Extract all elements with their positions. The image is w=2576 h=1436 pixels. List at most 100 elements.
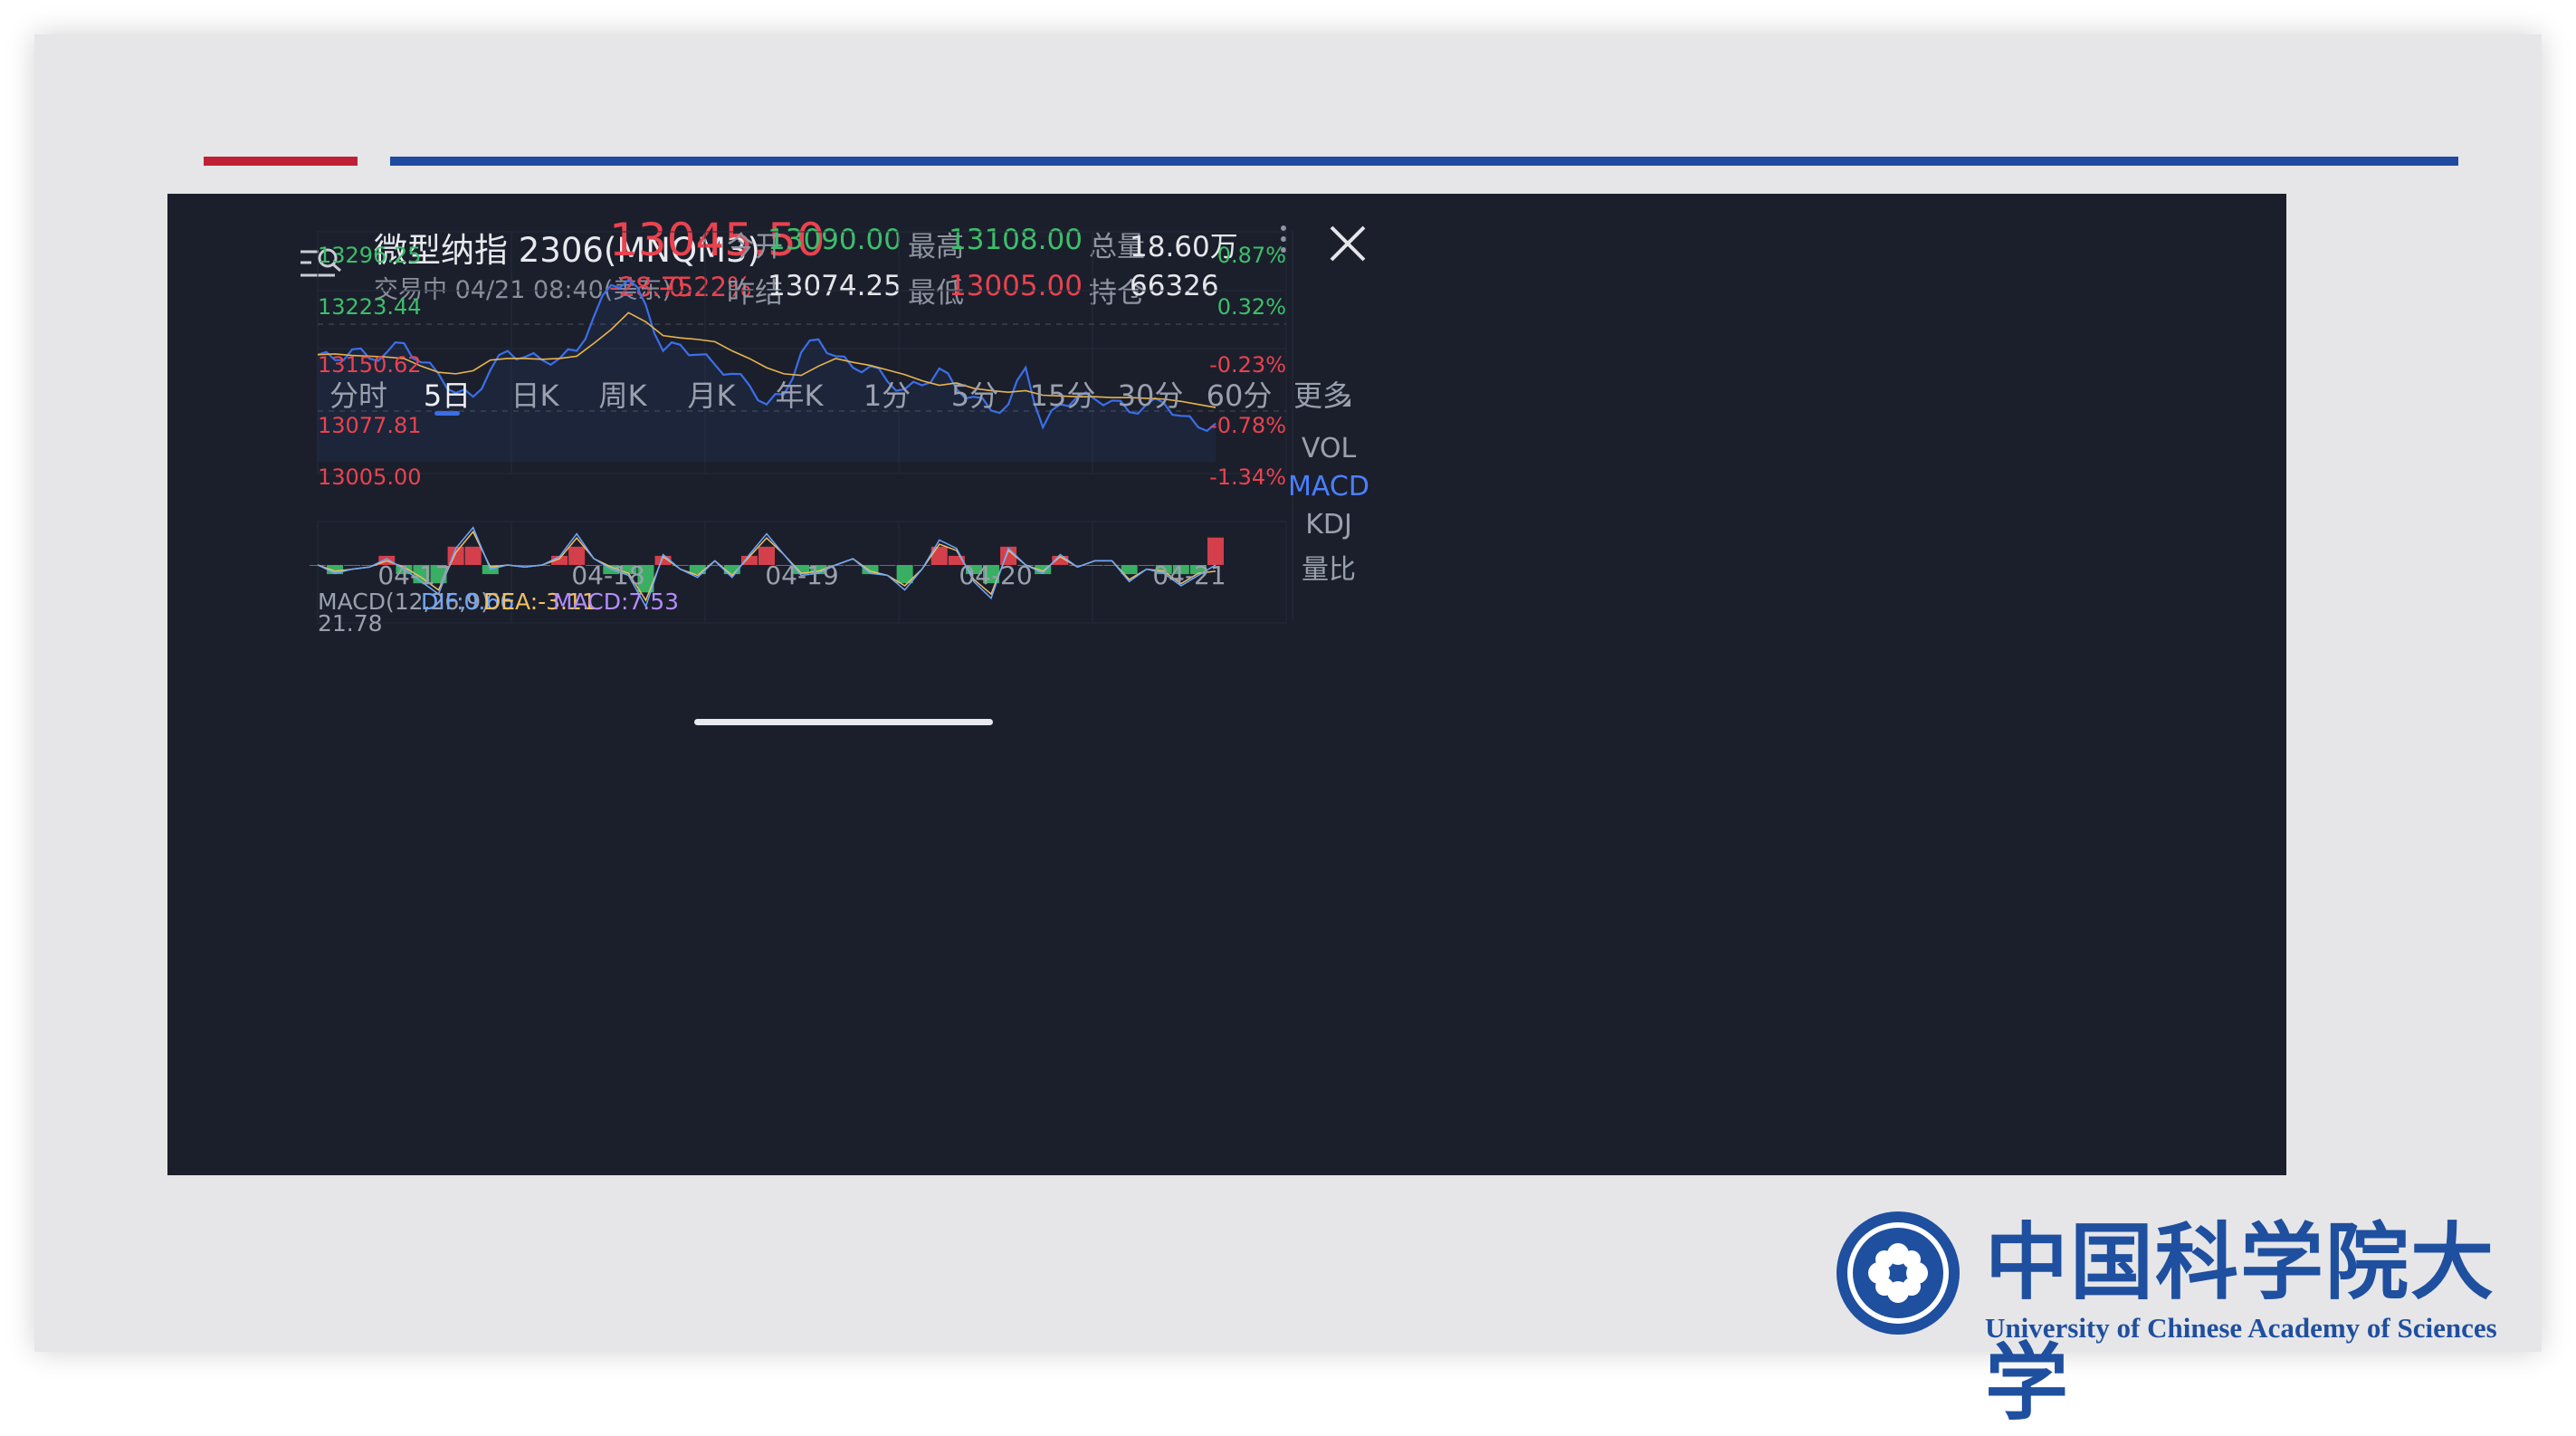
open-label: 今开 (727, 231, 783, 263)
high-value: 13108.00 (949, 224, 1083, 256)
y-axis-left-label: 13150.62 (318, 352, 422, 378)
macd-histogram-bar (568, 546, 586, 565)
y-axis-right-label: -0.23% (1209, 352, 1286, 378)
ucas-emblem (1834, 1209, 1962, 1341)
price-area (318, 279, 1216, 462)
tab-11[interactable]: 60分 (1206, 378, 1273, 413)
high-label: 最高 (908, 231, 964, 263)
macd-histogram-bar (1155, 565, 1172, 575)
macd-histogram-bar (430, 565, 447, 584)
chart-frame (317, 231, 1287, 474)
macd-histogram-bar (464, 546, 482, 565)
macd-histogram-bar (344, 565, 361, 566)
accent-bar-red (204, 157, 358, 166)
home-indicator[interactable] (694, 719, 993, 725)
indicator-1[interactable]: VOL (1301, 433, 1357, 464)
y-axis-right-label: -1.34% (1209, 464, 1286, 490)
prev-settle-value: 13074.25 (768, 270, 902, 302)
dif-line (317, 526, 1216, 608)
tab-4[interactable]: 周K (598, 378, 647, 413)
quote-panel: 微型纳指 2306(MNQM3) 交易中 04/21 08:40(美东) 130… (167, 194, 2286, 1175)
macd-histogram-bar (1069, 565, 1086, 566)
macd-histogram-bar (1172, 565, 1189, 575)
tab-9[interactable]: 15分 (1029, 378, 1096, 413)
macd-histogram-bar (1189, 565, 1207, 575)
low-label: 最低 (908, 277, 964, 310)
macd-histogram-bar (1103, 565, 1121, 566)
tab-8[interactable]: 5分 (950, 378, 999, 413)
macd-histogram-bar (672, 565, 689, 566)
tab-3[interactable]: 日K (510, 378, 559, 413)
average-line (317, 311, 1216, 408)
tab-5[interactable]: 月K (687, 378, 736, 413)
macd-histogram-bar (654, 555, 672, 565)
tab-12[interactable]: 更多 (1293, 378, 1352, 413)
macd-histogram-bar (586, 565, 603, 566)
dea-line (317, 530, 1216, 602)
macd-histogram-bar (965, 565, 982, 575)
price-line (317, 278, 1216, 433)
tab-2[interactable]: 5日 (423, 378, 472, 413)
tab-6[interactable]: 年K (775, 378, 824, 413)
macd-histogram-bar (1086, 565, 1103, 566)
macd-histogram-bar (361, 565, 378, 566)
volume-label: 总量 (1089, 231, 1145, 263)
macd-histogram-bar (620, 565, 637, 575)
tab-1[interactable]: 分时 (329, 378, 388, 413)
indicator-4[interactable]: 量比 (1302, 554, 1356, 586)
y-axis-right-label: 0.87% (1216, 243, 1286, 268)
macd-value: MACD:7.53 (553, 589, 680, 615)
macd-histogram-bar (913, 565, 930, 566)
macd-histogram-bar (723, 565, 740, 575)
macd-frame (317, 521, 1287, 624)
open-value: 13090.00 (768, 224, 902, 256)
macd-histogram-bar (810, 565, 827, 575)
volume-value: 18.60万 (1130, 231, 1238, 263)
y-axis-right-label: 0.32% (1216, 294, 1286, 320)
macd-max: 21.78 (318, 610, 383, 637)
x-axis-label: 04-20 (959, 560, 1033, 590)
macd-histogram-bar (327, 565, 344, 575)
macd-histogram-bar (983, 565, 999, 584)
close-icon[interactable] (1328, 224, 1368, 267)
indicator-3[interactable]: KDJ (1305, 509, 1352, 541)
macd-histogram-bar (879, 565, 896, 566)
macd-histogram-bar (862, 565, 879, 575)
macd-histogram-bar (758, 546, 775, 565)
x-axis-label: 04-19 (765, 560, 839, 590)
prev-settle-label: 昨结 (727, 277, 783, 310)
macd-histogram-bar (1035, 565, 1052, 575)
macd-histogram-bar (551, 555, 568, 565)
more-vertical-icon[interactable] (1276, 221, 1291, 257)
macd-histogram-bar (516, 565, 533, 566)
open-interest-label: 持仓 (1089, 277, 1145, 310)
indicator-2[interactable]: MACD (1288, 471, 1369, 503)
macd-histogram-bar (948, 555, 965, 565)
macd-histogram-bar (1207, 537, 1224, 565)
y-axis-left-label: 13005.00 (318, 464, 422, 490)
macd-histogram-bar (1138, 565, 1155, 566)
tab-7[interactable]: 1分 (863, 378, 911, 413)
price-change: -28.75 (609, 272, 694, 302)
instrument-name: 微型纳指 2306(MNQM3) (374, 231, 760, 270)
x-axis-label: 04-17 (377, 560, 452, 590)
tab-10[interactable]: 30分 (1117, 378, 1184, 413)
low-value: 13005.00 (949, 270, 1083, 302)
macd-histogram-bar (776, 565, 793, 566)
macd-dif: DIF:0.66 (421, 589, 515, 615)
ucas-english-name: University of Chinese Academy of Science… (1985, 1312, 2497, 1344)
macd-histogram-bar (1121, 565, 1138, 575)
macd-histogram-bar (706, 565, 723, 566)
price-chart[interactable] (167, 194, 2286, 1175)
more-dropdown-icon[interactable] (1342, 398, 1350, 407)
x-axis-label: 04-21 (1152, 560, 1226, 590)
last-price: 13045.50 (609, 214, 825, 266)
macd-dea: DEA:-3.11 (483, 589, 596, 615)
macd-histogram-bar (844, 565, 862, 566)
macd-histogram-bar (689, 565, 706, 575)
x-axis-label: 04-18 (571, 560, 645, 590)
y-axis-left-label: 13077.81 (318, 413, 422, 438)
macd-histogram-bar (793, 565, 810, 575)
macd-histogram-bar (896, 565, 913, 584)
open-interest-value: 66326 (1130, 270, 1219, 302)
